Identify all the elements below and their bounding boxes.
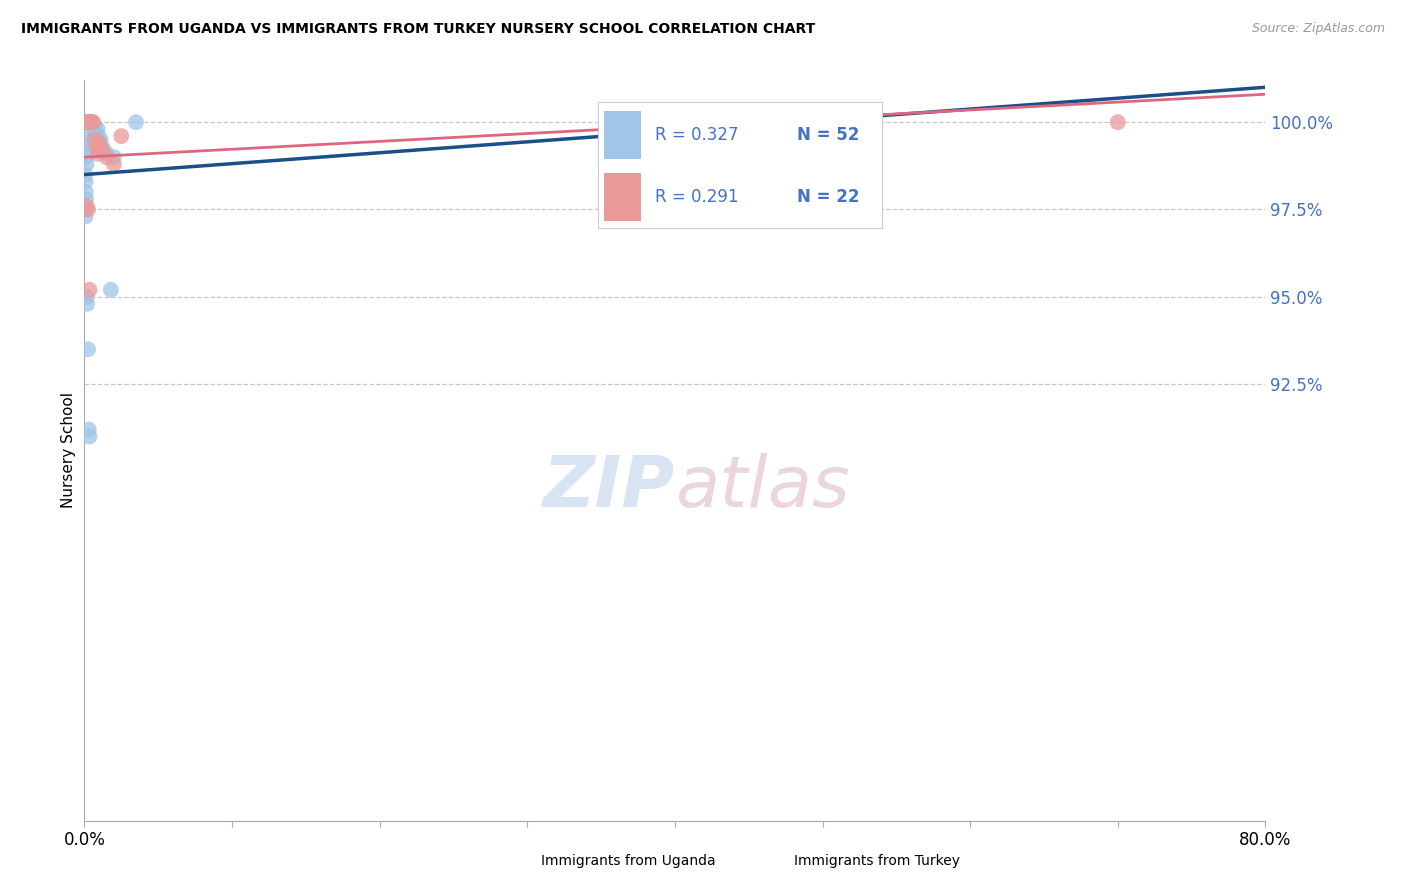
Point bbox=[100, 283, 122, 297]
Point bbox=[103, 150, 125, 164]
Point bbox=[76, 115, 98, 129]
Point bbox=[86, 146, 108, 161]
Point bbox=[79, 115, 101, 129]
Point bbox=[80, 115, 103, 129]
Point bbox=[87, 136, 111, 150]
Point bbox=[91, 139, 114, 153]
Point bbox=[79, 115, 101, 129]
Text: IMMIGRANTS FROM UGANDA VS IMMIGRANTS FROM TURKEY NURSERY SCHOOL CORRELATION CHAR: IMMIGRANTS FROM UGANDA VS IMMIGRANTS FRO… bbox=[21, 22, 815, 37]
Point bbox=[77, 115, 100, 129]
Text: atlas: atlas bbox=[675, 453, 849, 522]
Point bbox=[84, 126, 107, 140]
Point bbox=[76, 115, 98, 129]
Point bbox=[96, 146, 118, 161]
Point bbox=[80, 115, 103, 129]
Point bbox=[79, 429, 101, 443]
Point bbox=[76, 115, 98, 129]
Point bbox=[75, 150, 97, 164]
Point bbox=[84, 133, 107, 147]
Point bbox=[75, 115, 97, 129]
Point bbox=[87, 129, 110, 144]
Point bbox=[75, 133, 97, 147]
Point bbox=[76, 115, 98, 129]
Point bbox=[83, 129, 105, 144]
Point bbox=[75, 115, 97, 129]
Text: Immigrants from Turkey: Immigrants from Turkey bbox=[794, 855, 960, 868]
Point bbox=[75, 202, 97, 217]
Point bbox=[125, 115, 148, 129]
Point bbox=[75, 139, 97, 153]
Text: Source: ZipAtlas.com: Source: ZipAtlas.com bbox=[1251, 22, 1385, 36]
Point bbox=[77, 115, 100, 129]
Point bbox=[77, 423, 100, 437]
Point bbox=[75, 210, 97, 224]
Point bbox=[90, 133, 112, 147]
Point bbox=[83, 119, 105, 133]
Point bbox=[75, 115, 97, 129]
Point bbox=[80, 115, 103, 129]
Text: Immigrants from Uganda: Immigrants from Uganda bbox=[541, 855, 716, 868]
Point bbox=[79, 115, 101, 129]
Point bbox=[103, 157, 125, 171]
Point bbox=[79, 115, 101, 129]
Point bbox=[82, 115, 104, 129]
Point bbox=[82, 122, 104, 136]
Point bbox=[75, 115, 97, 129]
Point bbox=[86, 122, 108, 136]
Point bbox=[75, 192, 97, 206]
Point bbox=[77, 115, 100, 129]
Point bbox=[83, 133, 105, 147]
Point bbox=[75, 185, 97, 199]
Point bbox=[110, 129, 132, 144]
Point bbox=[76, 157, 98, 171]
Point bbox=[75, 168, 97, 182]
Point bbox=[1107, 115, 1129, 129]
Point bbox=[79, 115, 101, 129]
Point bbox=[77, 202, 100, 217]
Point bbox=[80, 115, 103, 129]
Y-axis label: Nursery School: Nursery School bbox=[60, 392, 76, 508]
Point bbox=[77, 115, 100, 129]
Point bbox=[75, 115, 97, 129]
Point bbox=[96, 150, 118, 164]
Point bbox=[76, 115, 98, 129]
Point bbox=[79, 115, 101, 129]
Point bbox=[84, 139, 107, 153]
Point bbox=[77, 115, 100, 129]
Point bbox=[91, 143, 114, 157]
Point bbox=[75, 175, 97, 189]
Point bbox=[79, 283, 101, 297]
Point bbox=[87, 136, 111, 150]
Point bbox=[86, 139, 108, 153]
Point bbox=[77, 115, 100, 129]
Point bbox=[82, 115, 104, 129]
Point bbox=[76, 290, 98, 304]
Point bbox=[75, 143, 97, 157]
Point bbox=[76, 199, 98, 213]
Point bbox=[93, 143, 115, 157]
Point bbox=[77, 342, 100, 356]
Text: ZIP: ZIP bbox=[543, 453, 675, 522]
Point bbox=[75, 115, 97, 129]
Point bbox=[76, 297, 98, 311]
Point bbox=[76, 115, 98, 129]
